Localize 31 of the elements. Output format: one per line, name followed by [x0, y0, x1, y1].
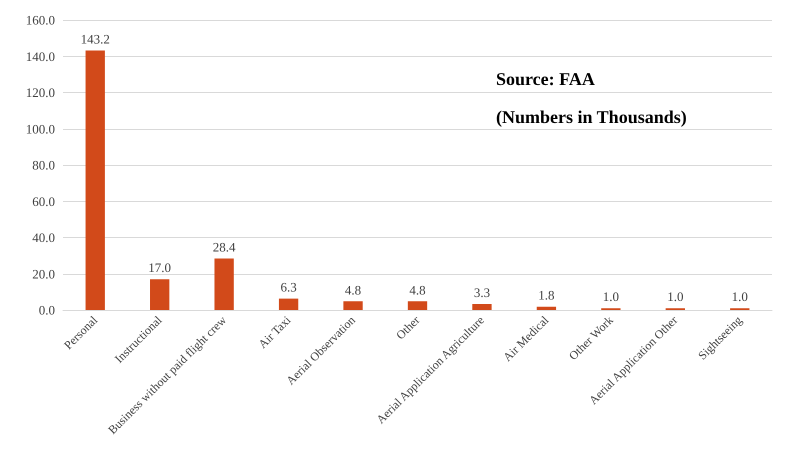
bar: [343, 301, 363, 310]
data-label: 6.3: [280, 280, 297, 295]
data-label: 1.0: [602, 289, 619, 304]
y-tick-label: 140.0: [26, 48, 55, 64]
bar: [214, 258, 234, 310]
y-tick-label: 20.0: [32, 266, 55, 282]
data-label: 1.8: [538, 288, 555, 303]
y-tick-label: 100.0: [26, 121, 55, 136]
data-label: 1.0: [667, 289, 684, 304]
annotation: Source: FAA: [496, 69, 595, 89]
data-label: 17.0: [148, 260, 172, 276]
y-tick-label: 80.0: [32, 158, 55, 172]
bar: [536, 306, 556, 310]
bar: [86, 50, 105, 310]
data-label: 143.2: [80, 31, 110, 46]
data-label: 1.0: [732, 289, 748, 304]
data-label: 4.8: [409, 282, 426, 298]
y-tick-label: 120.0: [26, 85, 55, 100]
x-tick-label: Air Taxi: [255, 312, 294, 352]
data-label: 3.3: [474, 285, 490, 300]
y-tick-label: 40.0: [32, 230, 55, 245]
y-tick-label: 60.0: [32, 194, 55, 209]
y-tick-label: 0.0: [38, 302, 55, 318]
bar: [472, 304, 492, 310]
y-tick-label: 160.0: [26, 12, 55, 28]
data-label: 28.4: [212, 240, 236, 255]
bar: [408, 301, 428, 310]
bar: [150, 279, 170, 310]
bar: [278, 298, 298, 310]
annotation: (Numbers in Thousands): [496, 107, 687, 127]
data-label: 4.8: [344, 282, 362, 298]
